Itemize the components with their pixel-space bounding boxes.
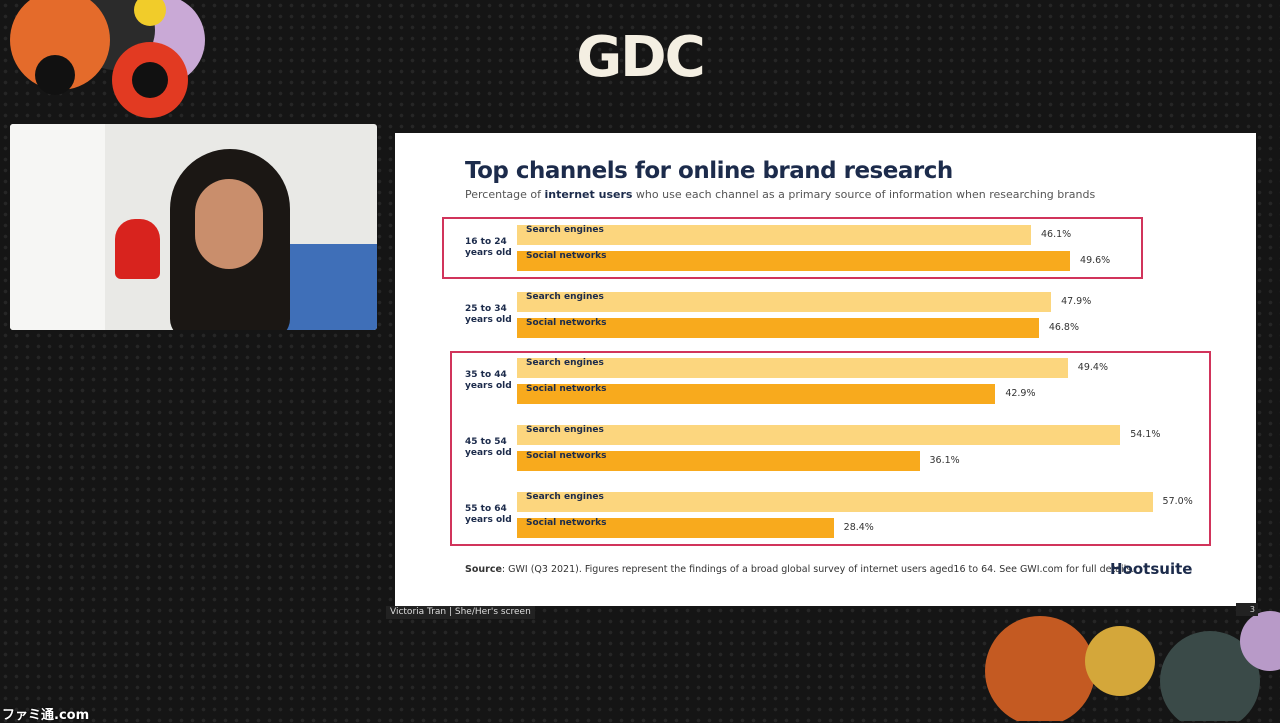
bar [517,358,1068,379]
highlight-box [442,217,1143,279]
chart-title: Top channels for online brand research [465,158,953,184]
watermark: ファミ通.com [2,708,90,723]
bed [280,244,377,330]
decoration [10,0,205,118]
bar-label: Search engines [526,491,604,502]
bar-label: Social networks [526,384,607,395]
bar [517,225,1031,245]
subtitle-bold: internet users [544,188,633,201]
bar [517,425,1121,446]
value-label: 49.6% [1080,255,1111,266]
value-label: 28.4% [843,521,874,533]
bar [517,251,1071,271]
category-label: 45 to 54 years old [465,437,512,459]
bar-label: Social networks [526,517,607,528]
webcam [10,124,377,330]
bar-label: Search engines [526,358,604,369]
chart-subtitle: Percentage of internet users who use eac… [465,188,1095,201]
category-label: 16 to 24 years old [465,237,512,258]
face [195,179,263,269]
bar-label: Search engines [526,425,604,436]
bar [517,491,1153,512]
brand-logo: Hootsuite [1110,560,1193,578]
slide: Top channels for online brand research P… [395,133,1256,606]
screen-caption: Victoria Tran | She/Her's screen [386,606,535,619]
event-logo: GDC [576,25,706,90]
value-label: 42.9% [1005,388,1036,400]
bar [517,317,1039,338]
value-label: 49.4% [1077,362,1108,374]
bar-label: Search engines [526,225,604,235]
window [10,124,105,330]
value-label: 46.8% [1048,321,1079,333]
bar [517,291,1052,312]
source-text: : GWI (Q3 2021). Figures represent the f… [501,564,1135,575]
value-label: 57.0% [1162,495,1193,507]
category-label: 35 to 44 years old [465,370,512,392]
source-note: Source: GWI (Q3 2021). Figures represent… [465,564,1134,575]
bar [517,517,834,538]
value-label: 54.1% [1130,429,1161,441]
plush [115,219,160,279]
bar [517,384,996,405]
bar-label: Social networks [526,317,607,328]
decoration [985,611,1280,721]
bar-label: Social networks [526,251,607,261]
source-label: Source [465,564,502,575]
participant-count[interactable]: 3 [1236,603,1258,616]
category-label: 55 to 64 years old [465,503,512,525]
value-label: 36.1% [929,455,960,467]
bar-label: Social networks [526,451,607,462]
value-label: 46.1% [1041,229,1072,240]
bar-label: Search engines [526,291,604,302]
highlight-box [450,351,1211,546]
subtitle-text: Percentage of [465,188,545,201]
value-label: 47.9% [1061,295,1092,307]
category-label: 25 to 34 years old [465,303,512,325]
subtitle-text: who use each channel as a primary source… [632,188,1096,201]
bar [517,451,920,472]
